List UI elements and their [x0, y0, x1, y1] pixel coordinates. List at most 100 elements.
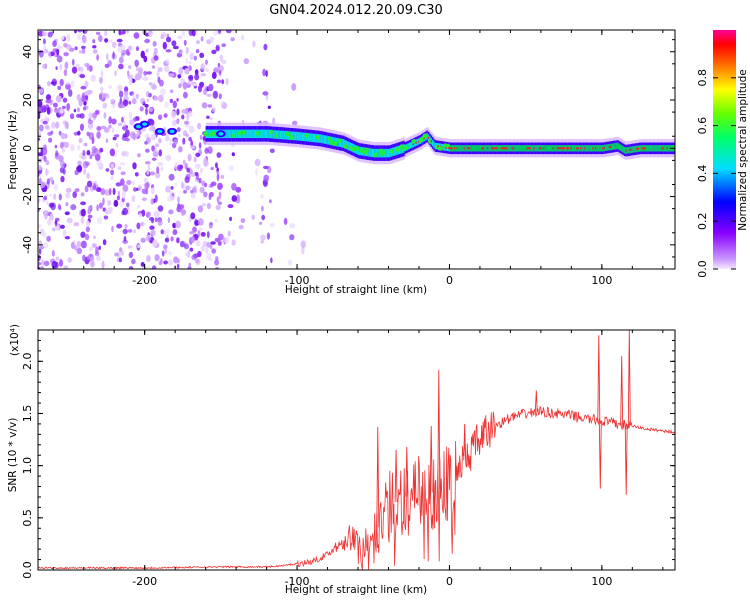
ridge-peak: [343, 144, 348, 149]
ridge-peak: [395, 147, 401, 152]
noise-speck: [216, 79, 222, 84]
noise-speck: [89, 154, 93, 160]
noise-speck: [172, 229, 178, 236]
ridge-core: [267, 129, 270, 139]
noise-speck: [122, 239, 129, 244]
ridge-peak: [255, 131, 261, 136]
noise-speck: [185, 133, 189, 138]
noise-speck: [183, 243, 190, 250]
ridge-blob-core: [142, 122, 148, 126]
noise-speck: [210, 181, 217, 187]
noise-speck: [132, 187, 138, 192]
noise-speck: [185, 46, 189, 55]
noise-speck: [178, 146, 183, 153]
ridge-peak: [237, 130, 243, 136]
ridge-core: [252, 129, 255, 139]
snr-spike: [624, 425, 628, 495]
ridge-core: [235, 129, 238, 139]
snr-spike: [627, 330, 631, 426]
ridge-core: [632, 146, 635, 153]
noise-speck: [149, 33, 153, 37]
noise-speck: [76, 94, 81, 101]
ridge-core: [537, 145, 540, 152]
ridge-peak: [411, 139, 417, 144]
noise-speck: [103, 112, 107, 119]
noise-speck: [104, 38, 109, 43]
x-tick-label: -200: [132, 274, 157, 287]
noise-speck: [83, 106, 86, 111]
noise-speck: [210, 241, 216, 245]
y-tick-label: 2.0: [21, 353, 34, 371]
ridge-blob-core: [136, 124, 142, 129]
noise-speck: [150, 198, 155, 205]
colorbar-tick-label: 0.0: [696, 260, 709, 278]
noise-speck: [206, 231, 210, 239]
noise-speck: [240, 218, 246, 224]
ridge-peak: [423, 133, 429, 138]
noise-speck: [151, 133, 157, 141]
noise-speck: [42, 120, 48, 125]
noise-speck: [157, 205, 164, 212]
ridge-blob-core: [218, 132, 224, 136]
noise-speck: [204, 182, 207, 188]
noise-speck: [100, 70, 104, 78]
noise-speck: [133, 32, 140, 39]
ridge-core: [378, 148, 381, 158]
noise-speck: [64, 61, 69, 70]
ridge-core: [226, 129, 229, 139]
noise-speck: [137, 184, 141, 192]
ridge-core: [534, 145, 537, 152]
noise-speck: [199, 227, 203, 232]
noise-speck: [45, 125, 49, 130]
ridge-core: [647, 145, 650, 152]
noise-speck: [178, 83, 182, 89]
ridge-core: [508, 145, 511, 152]
noise-speck: [116, 195, 121, 201]
ridge-core: [600, 145, 603, 152]
noise-speck: [88, 132, 95, 140]
noise-speck: [206, 115, 210, 119]
noise-speck: [168, 250, 172, 256]
ridge-blob-core: [157, 129, 163, 134]
noise-speck: [267, 105, 271, 110]
noise-speck: [140, 97, 146, 105]
ridge-core: [344, 139, 347, 149]
noise-speck: [207, 104, 213, 108]
noise-speck: [184, 120, 189, 125]
noise-speck: [87, 122, 94, 130]
noise-speck: [164, 248, 168, 254]
noise-speck: [126, 202, 130, 208]
noise-speck: [47, 81, 51, 87]
ridge-peak: [439, 146, 444, 151]
noise-speck: [169, 98, 173, 104]
noise-speck: [89, 246, 93, 251]
noise-speck: [59, 78, 64, 87]
snr-spike: [598, 420, 602, 489]
noise-speck: [115, 182, 122, 187]
ridge-peak: [389, 149, 395, 154]
noise-speck: [270, 257, 273, 264]
noise-speck: [164, 244, 168, 249]
noise-speck: [152, 40, 157, 47]
noise-speck: [181, 109, 187, 114]
noise-speck: [96, 217, 103, 225]
colorbar-gradient: [713, 30, 736, 269]
colorbar-label: Normalized spectral amplitude: [737, 69, 749, 230]
noise-speck: [195, 30, 199, 37]
noise-speck: [53, 183, 59, 191]
noise-speck: [86, 180, 93, 188]
ridge-core: [475, 145, 478, 152]
noise-speck: [130, 131, 136, 139]
noise-speck: [203, 88, 208, 96]
ridge-core: [551, 145, 554, 152]
noise-speck: [204, 68, 209, 72]
noise-speck: [113, 134, 120, 138]
noise-speck: [135, 93, 139, 100]
noise-speck: [56, 48, 60, 56]
noise-speck: [187, 81, 192, 85]
noise-speck: [46, 107, 51, 115]
ridge-peak: [355, 146, 361, 151]
noise-speck: [178, 49, 183, 54]
snr-ticks: -200 -100 0 100 0.0 0.5 1.0 1.5 2.0: [21, 330, 675, 588]
